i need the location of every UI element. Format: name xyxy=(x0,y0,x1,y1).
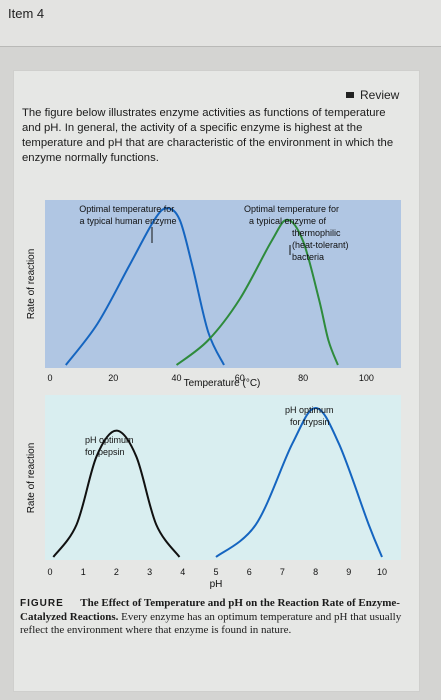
temp-tick-label: 20 xyxy=(108,373,118,383)
annotation-line: for trypsin xyxy=(290,417,330,427)
ph-chart-xlabel: pH xyxy=(210,579,223,590)
ph-tick-label: 3 xyxy=(147,567,152,577)
annotation-line: thermophilic xyxy=(292,228,341,238)
annotation-line: (heat-tolerant) xyxy=(292,240,349,250)
human-enzyme-annotation: Optimal temperature for a typical human … xyxy=(79,204,177,226)
ph-tick-label: 10 xyxy=(377,567,387,577)
review-label: Review xyxy=(360,88,400,102)
ph-tick-label: 0 xyxy=(47,567,52,577)
temp-tick-label: 80 xyxy=(298,373,308,383)
ph-tick-label: 8 xyxy=(313,567,318,577)
question-card xyxy=(13,70,420,692)
annotation-line: pH optimum xyxy=(85,435,134,445)
temp-chart-xlabel: Temperature (°C) xyxy=(184,378,261,389)
caption-title: The Effect of Temperature and pH on the … xyxy=(20,597,400,623)
top-bar: Item 4 xyxy=(0,0,441,47)
annotation-line: Optimal temperature for xyxy=(79,204,174,214)
review-icon xyxy=(346,92,354,98)
temp-chart-background xyxy=(45,200,401,368)
review-button[interactable]: Review xyxy=(346,88,399,102)
ph-tick-label: 6 xyxy=(247,567,252,577)
ph-tick-label: 9 xyxy=(346,567,351,577)
enzyme-figure: Rate of reaction 0 20 40 60 80 100 Temperatur… xyxy=(26,200,401,590)
temp-tick-label: 0 xyxy=(47,373,52,383)
ph-series-line-2 xyxy=(215,406,383,558)
temp-tick-label: 60 xyxy=(235,373,245,383)
ph-series-line-1 xyxy=(52,429,181,558)
ph-chart-ylabel: Rate of reaction xyxy=(26,443,37,514)
ph-tick-label: 4 xyxy=(180,567,185,577)
caption-label: FIGURE xyxy=(20,598,64,609)
intro-text: The figure below illustrates enzyme acti… xyxy=(22,107,394,164)
annotation-line: for pepsin xyxy=(85,447,125,457)
thermophilic-annotation: Optimal temperature for a typical enzyme… xyxy=(244,204,351,262)
temp-series-line-1 xyxy=(65,207,225,366)
pepsin-annotation: pH optimum for pepsin xyxy=(85,435,136,457)
temp-chart-ylabel: Rate of reaction xyxy=(26,249,37,320)
annotation-line: a typical human enzyme xyxy=(79,216,176,226)
temp-tick-label: 100 xyxy=(359,373,374,383)
annotation-line: bacteria xyxy=(292,252,324,262)
temp-series-line-2 xyxy=(175,218,339,366)
ph-tick-label: 7 xyxy=(280,567,285,577)
annotation-line: a typical enzyme of xyxy=(249,216,327,226)
ph-chart-background xyxy=(45,395,401,560)
ph-tick-label: 5 xyxy=(213,567,218,577)
annotation-line: pH optimum xyxy=(285,405,334,415)
caption-body: Every enzyme has an optimum temperature … xyxy=(20,610,402,637)
ph-tick-label: 2 xyxy=(114,567,119,577)
ph-tick-label: 1 xyxy=(81,567,86,577)
figure-caption: FIGURE The Effect of Temperature and pH … xyxy=(20,597,410,638)
annotation-line: Optimal temperature for xyxy=(244,204,339,214)
item-title: Item 4 xyxy=(8,6,45,21)
temp-tick-label: 40 xyxy=(172,373,182,383)
trypsin-annotation: pH optimum for trypsin xyxy=(285,405,336,427)
